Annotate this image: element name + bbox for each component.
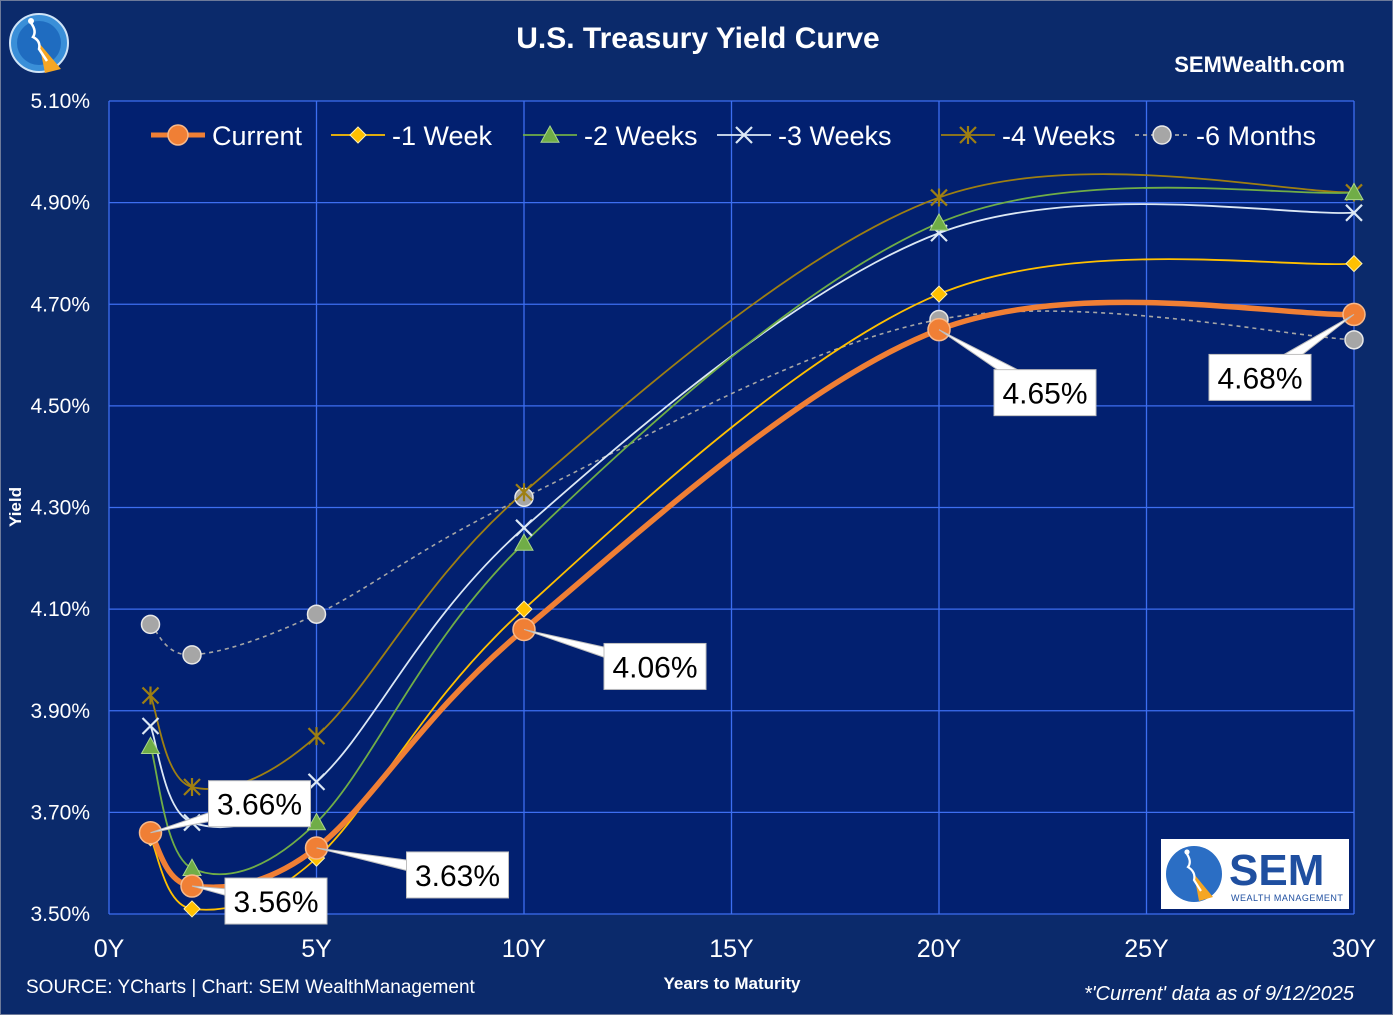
logo-tagline: WEALTH MANAGEMENT xyxy=(1231,893,1343,903)
legend-swatch-marker xyxy=(349,126,367,144)
legend-label: -4 Weeks xyxy=(1002,121,1116,151)
series-markers xyxy=(138,182,1366,918)
data-point-6-months xyxy=(182,645,202,665)
legend-item-4-weeks: -4 Weeks xyxy=(941,121,1116,151)
legend-item-3-weeks: -3 Weeks xyxy=(717,121,892,151)
y-tick-label: 4.30% xyxy=(30,497,90,520)
series-points-2-weeks xyxy=(140,182,1364,876)
callout-1: 3.56% xyxy=(191,877,328,925)
legend-swatch-marker xyxy=(540,124,560,143)
callout-label: 3.66% xyxy=(217,789,302,822)
legend-item-2-weeks: -2 Weeks xyxy=(523,121,698,151)
data-point-2-weeks xyxy=(306,812,327,831)
y-axis-label: Yield xyxy=(6,487,25,527)
data-point-3-weeks xyxy=(1345,204,1363,222)
x-tick-label: 5Y xyxy=(301,935,332,963)
data-point-2-weeks xyxy=(929,212,949,231)
data-point-1-week xyxy=(515,600,533,618)
data-point-4-weeks xyxy=(141,686,160,705)
legend-item-6-months: -6 Months xyxy=(1135,121,1316,151)
y-tick-label: 5.10% xyxy=(30,90,90,113)
data-point-6-months xyxy=(1344,330,1364,350)
data-point-3-weeks xyxy=(141,717,160,735)
legend-item-1-week: -1 Week xyxy=(331,121,493,151)
plot-grid xyxy=(108,100,1355,915)
data-point-4-weeks xyxy=(930,188,948,207)
callout-label: 3.63% xyxy=(415,860,500,893)
data-point-2-weeks xyxy=(1344,182,1364,201)
y-axis-ticks: 3.50% 3.70% 3.90% 4.10% 4.30% 4.50% 4.70% 4.90%… xyxy=(30,90,90,926)
callout-label: 4.06% xyxy=(612,651,697,684)
callout-box xyxy=(224,877,328,925)
data-point-1-week xyxy=(930,285,948,303)
callout-box xyxy=(1208,353,1312,401)
callout-3: 4.06% xyxy=(523,628,707,690)
y-tick-label: 3.70% xyxy=(30,801,90,824)
callout-5: 4.68% xyxy=(1208,313,1355,401)
callout-2: 3.63% xyxy=(316,847,509,899)
corner-logo-icon xyxy=(9,13,69,73)
legend-swatch-marker xyxy=(959,126,977,144)
data-point-2-weeks xyxy=(140,736,161,755)
source-note: SOURCE: YCharts | Chart: SEM WealthManag… xyxy=(26,977,476,998)
x-tick-label: 0Y xyxy=(94,935,125,963)
callout-0: 3.66% xyxy=(150,780,311,834)
callout-label: 3.56% xyxy=(233,886,318,919)
x-tick-label: 10Y xyxy=(502,935,547,963)
x-tick-label: 30Y xyxy=(1332,935,1377,963)
legend-label: -2 Weeks xyxy=(584,121,698,151)
logo-brand: SEM xyxy=(1229,846,1324,895)
series-line-6-months xyxy=(149,310,1355,656)
callout-box xyxy=(208,780,311,828)
callout-label: 4.68% xyxy=(1217,362,1302,395)
data-point-6-months xyxy=(140,614,161,635)
data-point-4-weeks xyxy=(183,777,201,796)
callout-box xyxy=(406,851,509,899)
data-point-3-weeks xyxy=(515,519,533,537)
x-tick-label: 20Y xyxy=(917,935,962,963)
data-point-1-week xyxy=(183,900,201,918)
data-point-6-months xyxy=(306,604,327,624)
legend-item-current: Current xyxy=(151,121,303,151)
x-axis-ticks: 0Y 5Y 10Y 15Y 20Y 25Y 30Y xyxy=(94,935,1377,963)
data-point-2-weeks xyxy=(514,533,534,551)
data-point-1-week xyxy=(1345,254,1363,273)
callout-4: 4.65% xyxy=(938,329,1097,417)
callout-box xyxy=(603,642,707,690)
callout-box xyxy=(993,369,1097,417)
website-label: SEMWealth.com xyxy=(1174,52,1345,77)
y-tick-label: 4.50% xyxy=(30,395,90,418)
legend-label: -3 Weeks xyxy=(778,121,892,151)
legend-label: Current xyxy=(212,121,303,151)
legend: Current -1 Week -2 Weeks -3 Weeks -4 Weeks -6… xyxy=(151,121,1316,151)
sem-logo: SEM WEALTH MANAGEMENT xyxy=(1161,839,1349,909)
legend-swatch-marker xyxy=(735,126,753,144)
callout-label: 4.65% xyxy=(1002,378,1087,411)
y-tick-label: 4.70% xyxy=(30,293,90,316)
data-point-4-weeks xyxy=(307,727,326,746)
data-point-4-weeks xyxy=(515,483,533,502)
y-tick-label: 3.50% xyxy=(30,903,90,926)
data-point-3-weeks xyxy=(307,773,326,791)
data-date-note: *'Current' data as of 9/12/2025 xyxy=(1084,983,1355,1005)
callouts: 3.66% 3.56% 3.63% 4.06% 4.65% 4.68% xyxy=(150,313,1355,925)
x-tick-label: 15Y xyxy=(709,935,754,963)
x-tick-label: 25Y xyxy=(1124,935,1169,963)
legend-label: -6 Months xyxy=(1196,121,1316,151)
legend-label: -1 Week xyxy=(392,121,493,151)
y-tick-label: 3.90% xyxy=(30,700,90,723)
chart-title: U.S. Treasury Yield Curve xyxy=(516,22,880,55)
legend-swatch-marker xyxy=(167,124,189,146)
y-tick-label: 4.90% xyxy=(30,192,90,215)
legend-swatch-marker xyxy=(1152,125,1172,145)
x-axis-label: Years to Maturity xyxy=(664,974,802,993)
y-tick-label: 4.10% xyxy=(30,598,90,621)
